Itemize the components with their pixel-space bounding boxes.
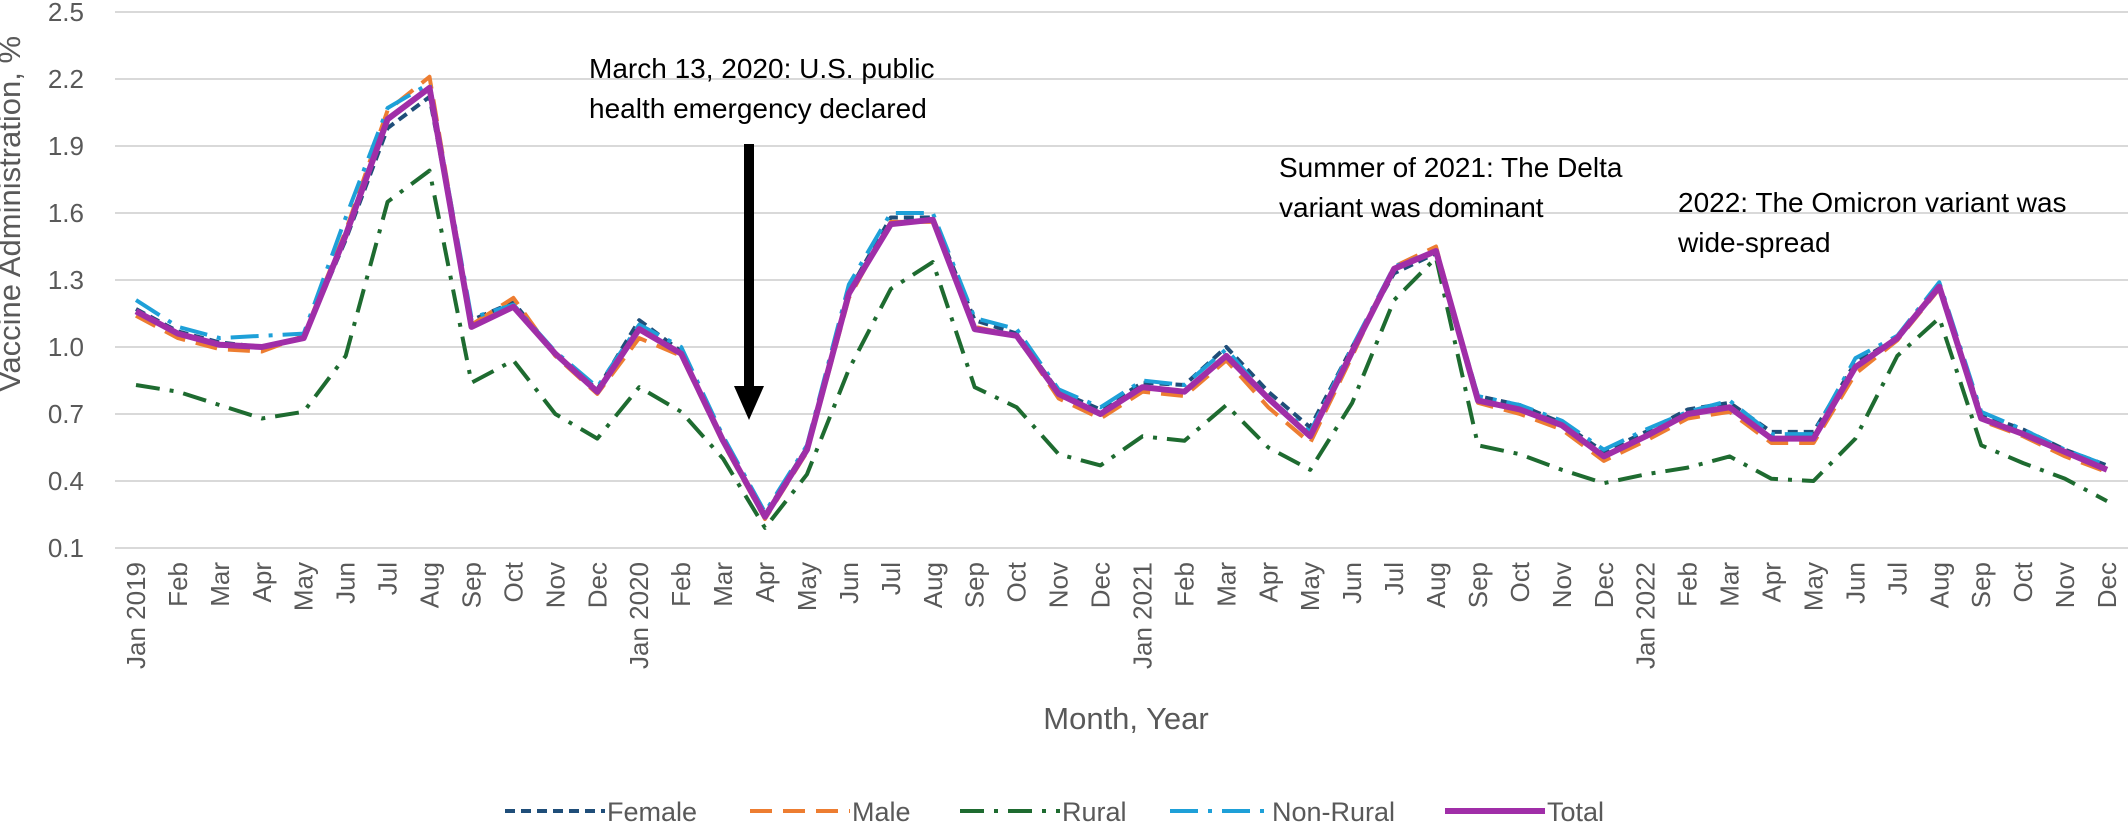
legend-label: Non-Rural — [1272, 797, 1395, 823]
x-tick-label: Nov — [1044, 562, 1074, 608]
x-tick-label: Jun — [834, 562, 864, 604]
x-tick-label: Jun — [1337, 562, 1367, 604]
annotations: March 13, 2020: U.S. public health emerge… — [589, 53, 2067, 420]
x-tick-label: Aug — [918, 562, 948, 608]
x-tick-label: Nov — [1547, 562, 1577, 608]
y-tick-label: 0.7 — [48, 399, 84, 429]
y-tick-label: 1.0 — [48, 332, 84, 362]
x-tick-label: Mar — [205, 562, 235, 607]
annotation-text: Summer of 2021: The Delta — [1279, 152, 1623, 183]
x-tick-label: Jun — [331, 562, 361, 604]
x-tick-label: Oct — [2008, 561, 2038, 602]
x-tick-label: Aug — [415, 562, 445, 608]
y-axis-title: Vaccine Administration, % — [0, 36, 27, 392]
y-tick-label: 2.2 — [48, 64, 84, 94]
legend-label: Total — [1547, 797, 1604, 823]
y-tick-label: 2.5 — [48, 0, 84, 27]
x-tick-label: Feb — [1673, 562, 1703, 607]
x-tick-label: Jan 2021 — [1127, 562, 1157, 669]
x-axis-ticks: Jan 2019 Feb Mar Apr May Jun Jul Aug Sep Oct Nov De… — [121, 561, 2122, 669]
legend-label: Female — [607, 797, 697, 823]
x-tick-label: Jul — [1882, 562, 1912, 595]
x-tick-label: May — [289, 562, 319, 611]
x-tick-label: Nov — [540, 562, 570, 608]
x-tick-label: Sep — [1463, 562, 1493, 608]
x-tick-label: Dec — [2092, 562, 2122, 608]
x-tick-label: Jul — [876, 562, 906, 595]
x-tick-label: Mar — [1715, 562, 1745, 607]
x-tick-label: Oct — [1002, 561, 1032, 602]
x-tick-label: Apr — [1253, 562, 1283, 603]
x-tick-label: Jun — [1840, 562, 1870, 604]
x-tick-label: Apr — [247, 562, 277, 603]
x-tick-label: Jul — [373, 562, 403, 595]
x-tick-label: Apr — [750, 562, 780, 603]
y-axis-ticks: 0.1 0.4 0.7 1.0 1.3 1.6 1.9 2.2 2.5 — [48, 0, 84, 563]
x-tick-label: Mar — [1211, 562, 1241, 607]
x-tick-label: Jul — [1379, 562, 1409, 595]
series-line-male — [135, 74, 2108, 521]
x-tick-label: Oct — [498, 561, 528, 602]
x-tick-label: Sep — [960, 562, 990, 608]
x-tick-label: May — [1798, 562, 1828, 611]
y-tick-label: 1.9 — [48, 131, 84, 161]
x-tick-label: Jan 2022 — [1631, 562, 1661, 669]
x-tick-label: Jan 2020 — [624, 562, 654, 669]
annotation-text: health emergency declared — [589, 93, 927, 124]
series-lines — [134, 74, 2109, 530]
y-tick-label: 0.4 — [48, 466, 84, 496]
x-tick-label: May — [792, 562, 822, 611]
series-line-female — [135, 94, 2108, 517]
x-tick-label: Dec — [1086, 562, 1116, 608]
x-tick-label: Dec — [582, 562, 612, 608]
annotation-text: March 13, 2020: U.S. public — [589, 53, 935, 84]
y-tick-label: 1.6 — [48, 198, 84, 228]
x-tick-label: Aug — [1421, 562, 1451, 608]
annotation-arrow-head — [734, 386, 764, 420]
x-tick-label: Aug — [1924, 562, 1954, 608]
annotation-text: variant was dominant — [1279, 192, 1544, 223]
series-line-total — [134, 84, 2109, 520]
x-tick-label: May — [1295, 562, 1325, 611]
x-axis-title: Month, Year — [1043, 701, 1208, 736]
x-tick-label: Feb — [1169, 562, 1199, 607]
y-tick-label: 1.3 — [48, 265, 84, 295]
annotation-text: 2022: The Omicron variant was — [1678, 187, 2067, 218]
x-tick-label: Mar — [708, 562, 738, 607]
legend-label: Male — [852, 797, 911, 823]
x-tick-label: Jan 2019 — [121, 562, 151, 669]
x-tick-label: Feb — [163, 562, 193, 607]
x-tick-label: Feb — [666, 562, 696, 607]
y-tick-label: 0.1 — [48, 533, 84, 563]
x-tick-label: Sep — [1966, 562, 1996, 608]
gridlines — [115, 11, 2128, 549]
annotation-text: wide-spread — [1677, 227, 1831, 258]
series-line-non-rural — [134, 81, 2108, 515]
legend: Female Male Rural Non-Rural Total — [505, 797, 1604, 827]
x-tick-label: Nov — [2050, 562, 2080, 608]
legend-label: Rural — [1062, 797, 1127, 823]
x-tick-label: Apr — [1757, 562, 1787, 603]
series-line-rural — [135, 168, 2108, 530]
x-tick-label: Oct — [1505, 561, 1535, 602]
x-tick-label: Sep — [456, 562, 486, 608]
x-tick-label: Dec — [1589, 562, 1619, 608]
